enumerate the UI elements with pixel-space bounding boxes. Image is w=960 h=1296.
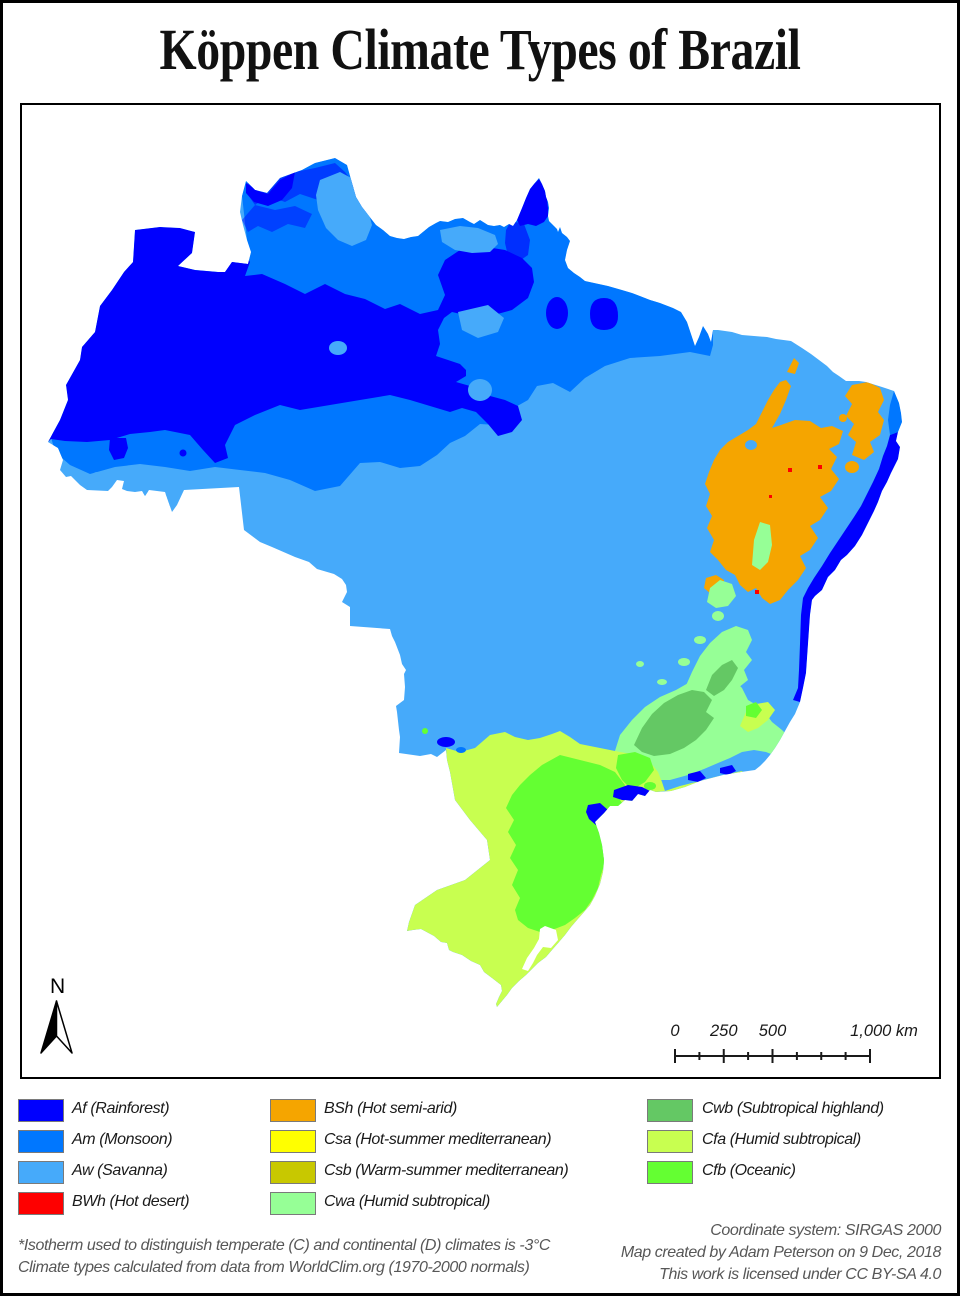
svg-text:1,000 km: 1,000 km (850, 1022, 918, 1040)
svg-text:250: 250 (709, 1022, 738, 1040)
svg-text:0: 0 (670, 1022, 680, 1040)
svg-text:N: N (50, 975, 65, 998)
svg-text:500: 500 (759, 1022, 787, 1040)
